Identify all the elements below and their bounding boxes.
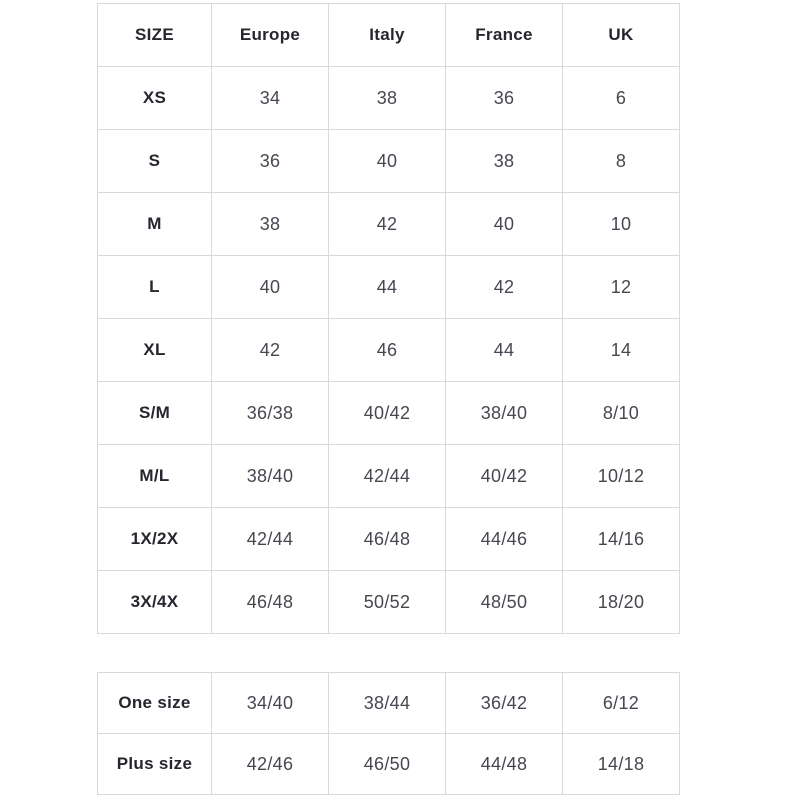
table-row-3x4x: 3X/4X 46/48 50/52 48/50 18/20	[97, 570, 680, 634]
row-label: Plus size	[97, 733, 212, 795]
table-cell: 48/50	[445, 570, 563, 634]
table-cell: 38	[211, 192, 329, 256]
table-cell: 44	[445, 318, 563, 382]
table-cell: 42/46	[211, 733, 329, 795]
table-cell: 42	[211, 318, 329, 382]
row-label: XS	[97, 66, 212, 130]
table-row-ml: M/L 38/40 42/44 40/42 10/12	[97, 444, 680, 508]
table-row-l: L 40 44 42 12	[97, 255, 680, 319]
table-cell: 8/10	[562, 381, 680, 445]
table-cell: 44	[328, 255, 446, 319]
row-label: 3X/4X	[97, 570, 212, 634]
table-cell: 6	[562, 66, 680, 130]
table-cell: 6/12	[562, 672, 680, 734]
table-cell: 40	[211, 255, 329, 319]
table-cell: 8	[562, 129, 680, 193]
table-cell: 42	[328, 192, 446, 256]
table-cell: 14/18	[562, 733, 680, 795]
table-cell: 12	[562, 255, 680, 319]
table-row-m: M 38 42 40 10	[97, 192, 680, 256]
size-chart-page: SIZE Europe Italy France UK XS 34 38 36 …	[97, 3, 680, 795]
table-cell: 40/42	[328, 381, 446, 445]
table-row-sm: S/M 36/38 40/42 38/40 8/10	[97, 381, 680, 445]
column-header-italy: Italy	[328, 3, 446, 67]
table-cell: 10/12	[562, 444, 680, 508]
table-cell: 46/50	[328, 733, 446, 795]
table-cell: 14	[562, 318, 680, 382]
table-cell: 40/42	[445, 444, 563, 508]
table-cell: 18/20	[562, 570, 680, 634]
table-cell: 36/38	[211, 381, 329, 445]
size-conversion-table: SIZE Europe Italy France UK XS 34 38 36 …	[97, 3, 680, 634]
row-label: 1X/2X	[97, 507, 212, 571]
table-cell: 40	[328, 129, 446, 193]
table-cell: 38/44	[328, 672, 446, 734]
table-cell: 46	[328, 318, 446, 382]
table-cell: 50/52	[328, 570, 446, 634]
table-row-one-size: One size 34/40 38/44 36/42 6/12	[97, 672, 680, 734]
table-cell: 44/48	[445, 733, 563, 795]
special-sizes-table: One size 34/40 38/44 36/42 6/12 Plus siz…	[97, 672, 680, 795]
column-header-size: SIZE	[97, 3, 212, 67]
row-label: XL	[97, 318, 212, 382]
table-row-plus-size: Plus size 42/46 46/50 44/48 14/18	[97, 733, 680, 795]
table-cell: 34/40	[211, 672, 329, 734]
table-cell: 38	[328, 66, 446, 130]
table-header-row: SIZE Europe Italy France UK	[97, 3, 680, 67]
table-cell: 14/16	[562, 507, 680, 571]
table-cell: 42/44	[211, 507, 329, 571]
table-cell: 46/48	[328, 507, 446, 571]
table-row-1x2x: 1X/2X 42/44 46/48 44/46 14/16	[97, 507, 680, 571]
column-header-uk: UK	[562, 3, 680, 67]
row-label: S	[97, 129, 212, 193]
table-cell: 42	[445, 255, 563, 319]
row-label: L	[97, 255, 212, 319]
table-row-xl: XL 42 46 44 14	[97, 318, 680, 382]
row-label: M/L	[97, 444, 212, 508]
column-header-europe: Europe	[211, 3, 329, 67]
column-header-france: France	[445, 3, 563, 67]
table-cell: 34	[211, 66, 329, 130]
row-label: One size	[97, 672, 212, 734]
table-cell: 36/42	[445, 672, 563, 734]
row-label: M	[97, 192, 212, 256]
table-row-xs: XS 34 38 36 6	[97, 66, 680, 130]
table-cell: 44/46	[445, 507, 563, 571]
table-cell: 40	[445, 192, 563, 256]
table-row-s: S 36 40 38 8	[97, 129, 680, 193]
table-cell: 36	[211, 129, 329, 193]
table-cell: 42/44	[328, 444, 446, 508]
table-cell: 36	[445, 66, 563, 130]
row-label: S/M	[97, 381, 212, 445]
table-cell: 38/40	[445, 381, 563, 445]
table-cell: 10	[562, 192, 680, 256]
table-cell: 38	[445, 129, 563, 193]
table-cell: 46/48	[211, 570, 329, 634]
table-cell: 38/40	[211, 444, 329, 508]
